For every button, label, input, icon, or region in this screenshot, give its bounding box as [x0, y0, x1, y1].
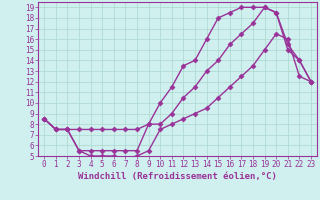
X-axis label: Windchill (Refroidissement éolien,°C): Windchill (Refroidissement éolien,°C): [78, 172, 277, 181]
